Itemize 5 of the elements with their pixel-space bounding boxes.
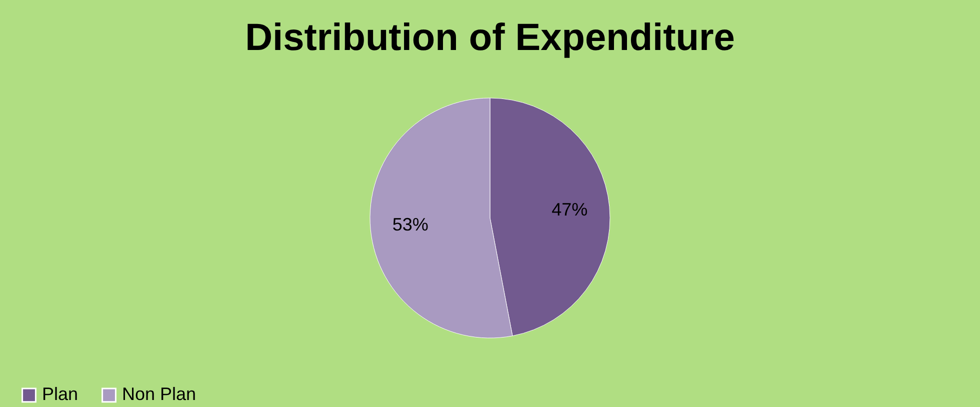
data-label: 47% [552,199,588,220]
chart-title: Distribution of Expenditure [245,17,735,59]
legend-label: Non Plan [122,384,196,404]
data-label: 53% [392,214,428,235]
legend-label: Plan [42,384,78,404]
